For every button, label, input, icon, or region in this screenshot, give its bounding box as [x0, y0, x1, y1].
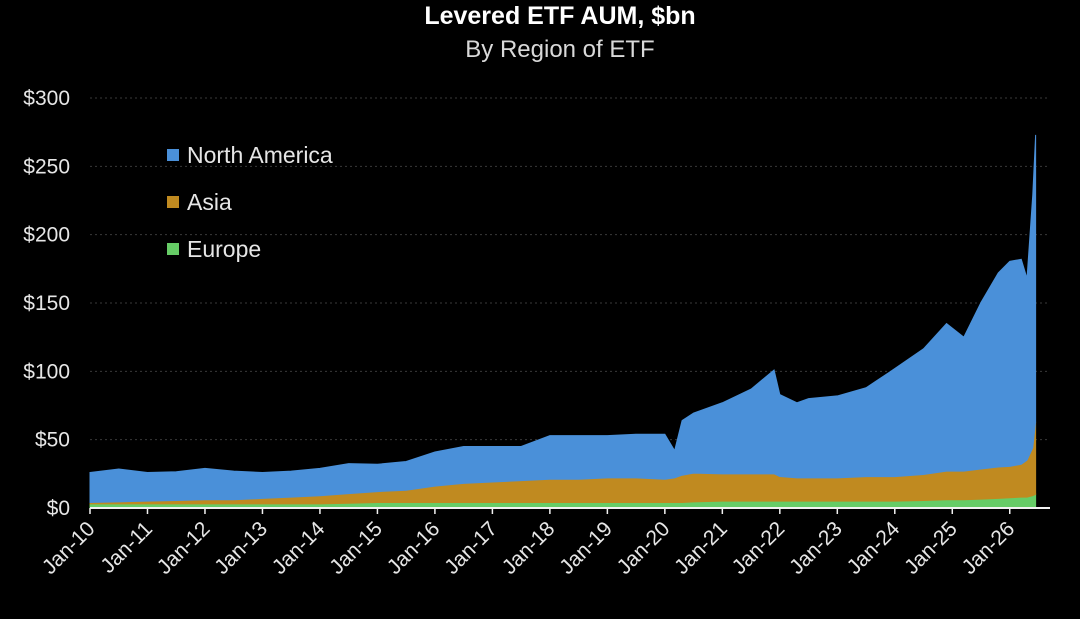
y-tick-label: $0	[47, 497, 70, 520]
area-north-america	[89, 134, 1037, 504]
y-tick-label: $100	[23, 360, 70, 383]
x-tick-label: Jan-11	[96, 517, 157, 578]
x-tick-label: Jan-22	[728, 517, 790, 579]
y-tick-label: $150	[23, 292, 70, 315]
legend-swatch	[167, 196, 179, 208]
x-tick-label: Jan-21	[670, 517, 732, 579]
x-tick-label: Jan-16	[383, 517, 445, 579]
area-series	[89, 134, 1037, 509]
x-tick-label: Jan-23	[785, 517, 847, 579]
y-tick-label: $200	[23, 224, 70, 247]
x-tick-label: Jan-20	[613, 517, 675, 579]
x-tick-label: Jan-14	[268, 517, 330, 579]
chart-subtitle: By Region of ETF	[465, 36, 655, 63]
legend-swatch	[167, 149, 179, 161]
x-tick-label: Jan-13	[210, 517, 272, 579]
x-tick-label: Jan-17	[440, 517, 502, 579]
x-tick-label: Jan-26	[958, 517, 1020, 579]
chart-title: Levered ETF AUM, $bn	[424, 2, 696, 30]
legend-label: Asia	[187, 189, 232, 215]
legend-label: Europe	[187, 236, 261, 262]
x-tick-label: Jan-18	[498, 517, 560, 579]
y-tick-label: $300	[23, 87, 70, 110]
x-tick-label: Jan-24	[843, 517, 905, 579]
legend-swatch	[167, 243, 179, 255]
x-tick-label: Jan-12	[153, 517, 215, 579]
x-tick-label: Jan-25	[900, 517, 962, 579]
x-tick-label: Jan-19	[555, 517, 617, 579]
legend: North America Asia Europe	[167, 142, 333, 262]
x-tick-label: Jan-10	[38, 517, 100, 579]
y-tick-label: $250	[23, 155, 70, 178]
y-tick-label: $50	[35, 429, 70, 452]
x-tick-label: Jan-15	[325, 517, 387, 579]
legend-label: North America	[187, 142, 333, 168]
